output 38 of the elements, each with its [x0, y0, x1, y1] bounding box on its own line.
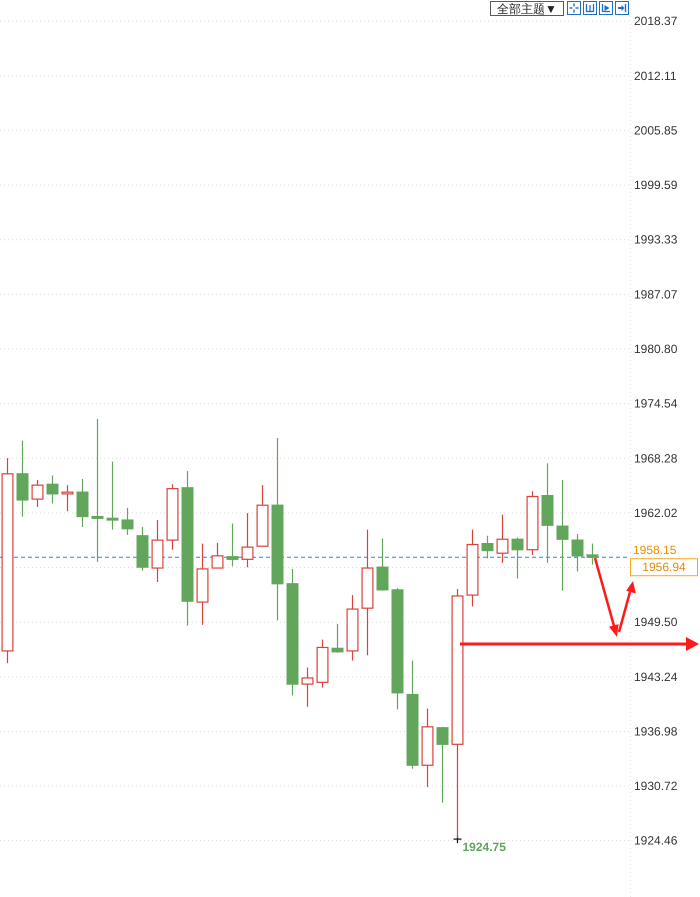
candlestick: [226, 522, 238, 567]
candlestick: [212, 542, 224, 569]
candlestick: [512, 536, 524, 580]
candlestick: [376, 538, 388, 592]
candlestick: [496, 514, 508, 564]
annotation: 全部主题▼: [497, 2, 557, 16]
y-tick-label: 1993.33: [634, 232, 678, 247]
candlestick: [482, 535, 494, 560]
candlestick: [302, 666, 314, 708]
y-tick-label: 2005.85: [634, 123, 678, 138]
y-tick-label: 2018.37: [634, 14, 678, 28]
y-tick-label: 1930.72: [634, 779, 678, 794]
y-tick-label: 1980.80: [634, 342, 678, 356]
y-tick-label: 1962.02: [634, 506, 678, 520]
y-tick-label: 1987.07: [634, 287, 678, 302]
candlestick: [572, 533, 584, 572]
candlestick: [122, 507, 134, 536]
y-tick-label: 1974.54: [634, 396, 678, 411]
text: 1958.15: [633, 543, 677, 558]
y-tick-label: 1943.24: [634, 670, 678, 684]
candlestick: [586, 543, 598, 566]
y-tick-label: 1949.50: [634, 615, 678, 630]
candlestick: [92, 418, 104, 563]
y-tick-label: 1936.98: [634, 724, 678, 738]
candlestick: [436, 726, 448, 804]
annotation: 1924.75: [462, 840, 506, 854]
candlestick: [32, 479, 44, 508]
y-tick-label: 1999.59: [634, 178, 678, 192]
candlestick: [556, 479, 568, 592]
candlestick: [332, 623, 344, 654]
y-tick-label: 1968.28: [634, 451, 678, 466]
y-tick-label: 2012.11: [634, 68, 677, 83]
candlestick: [242, 512, 254, 568]
ref-line-label: 1956.94: [642, 560, 686, 574]
candlestick: [46, 474, 58, 504]
y-tick-label: 1924.46: [634, 834, 678, 848]
candlestick: [106, 460, 118, 530]
candlestick: [62, 484, 74, 512]
